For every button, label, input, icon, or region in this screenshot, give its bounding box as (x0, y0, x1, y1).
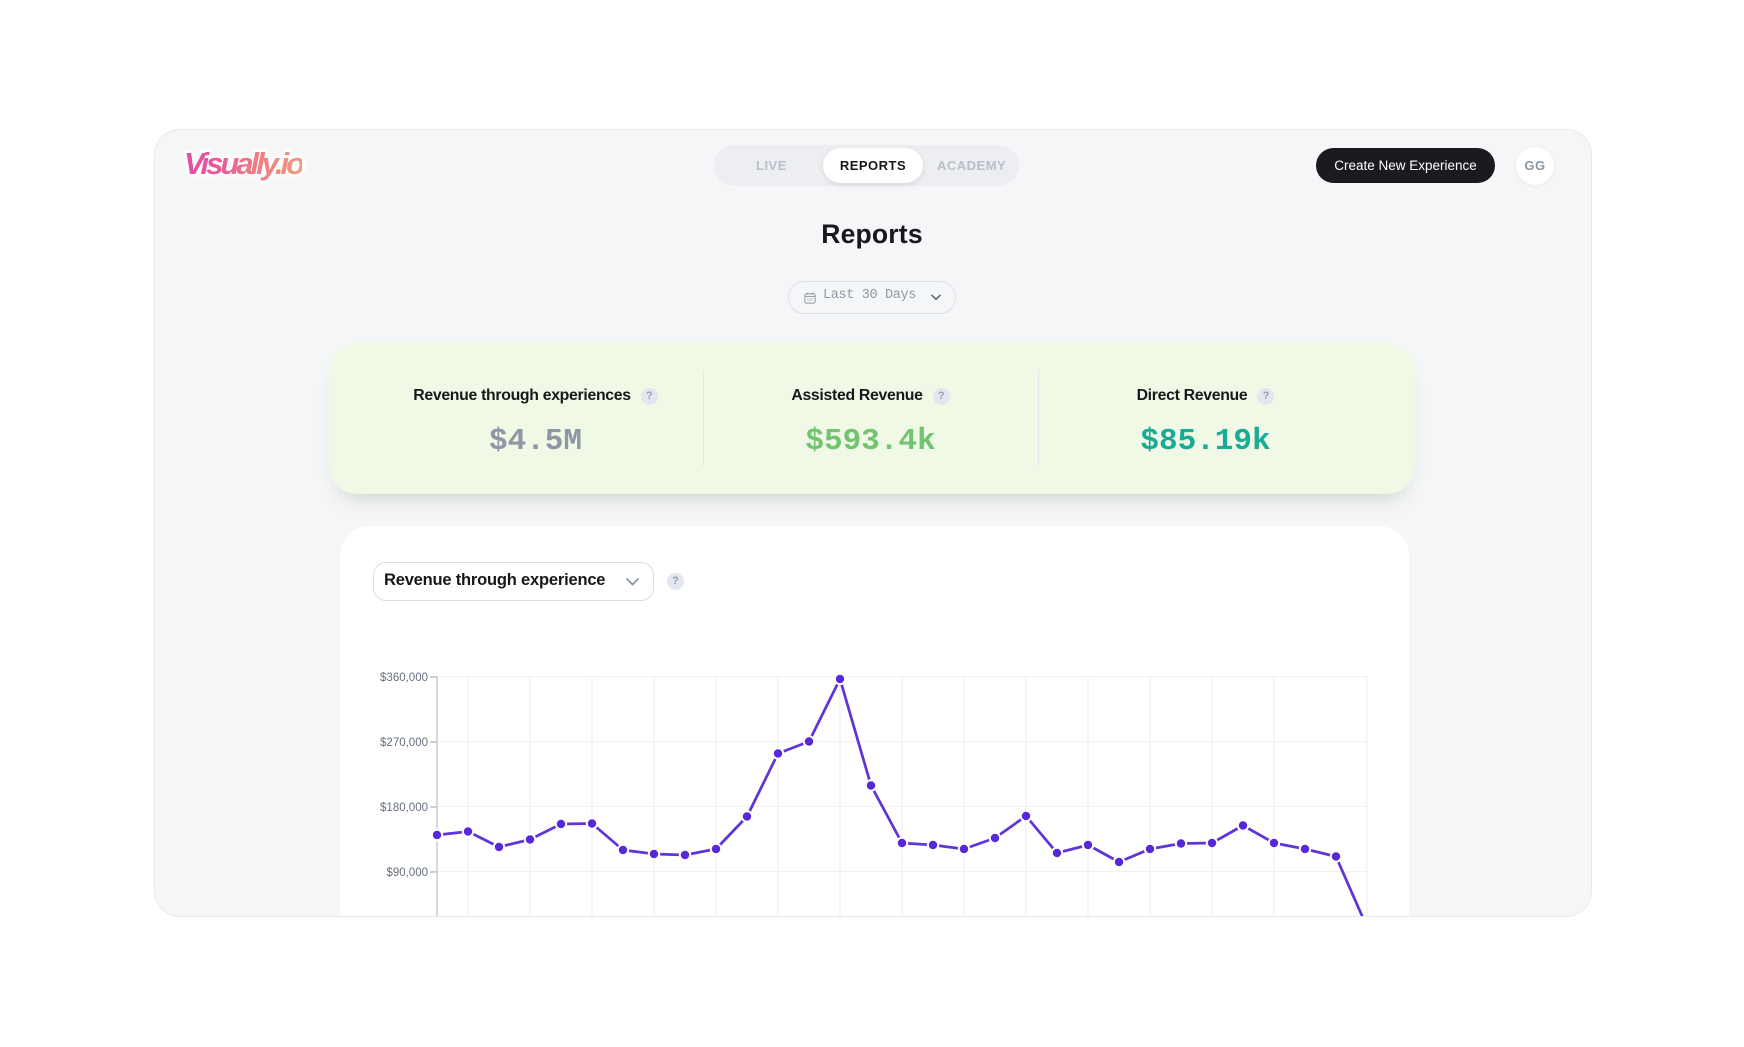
svg-text:$360,000: $360,000 (380, 672, 428, 684)
svg-text:$90,000: $90,000 (386, 867, 428, 879)
svg-text:$180,000: $180,000 (380, 802, 428, 814)
svg-text:$270,000: $270,000 (380, 737, 428, 749)
